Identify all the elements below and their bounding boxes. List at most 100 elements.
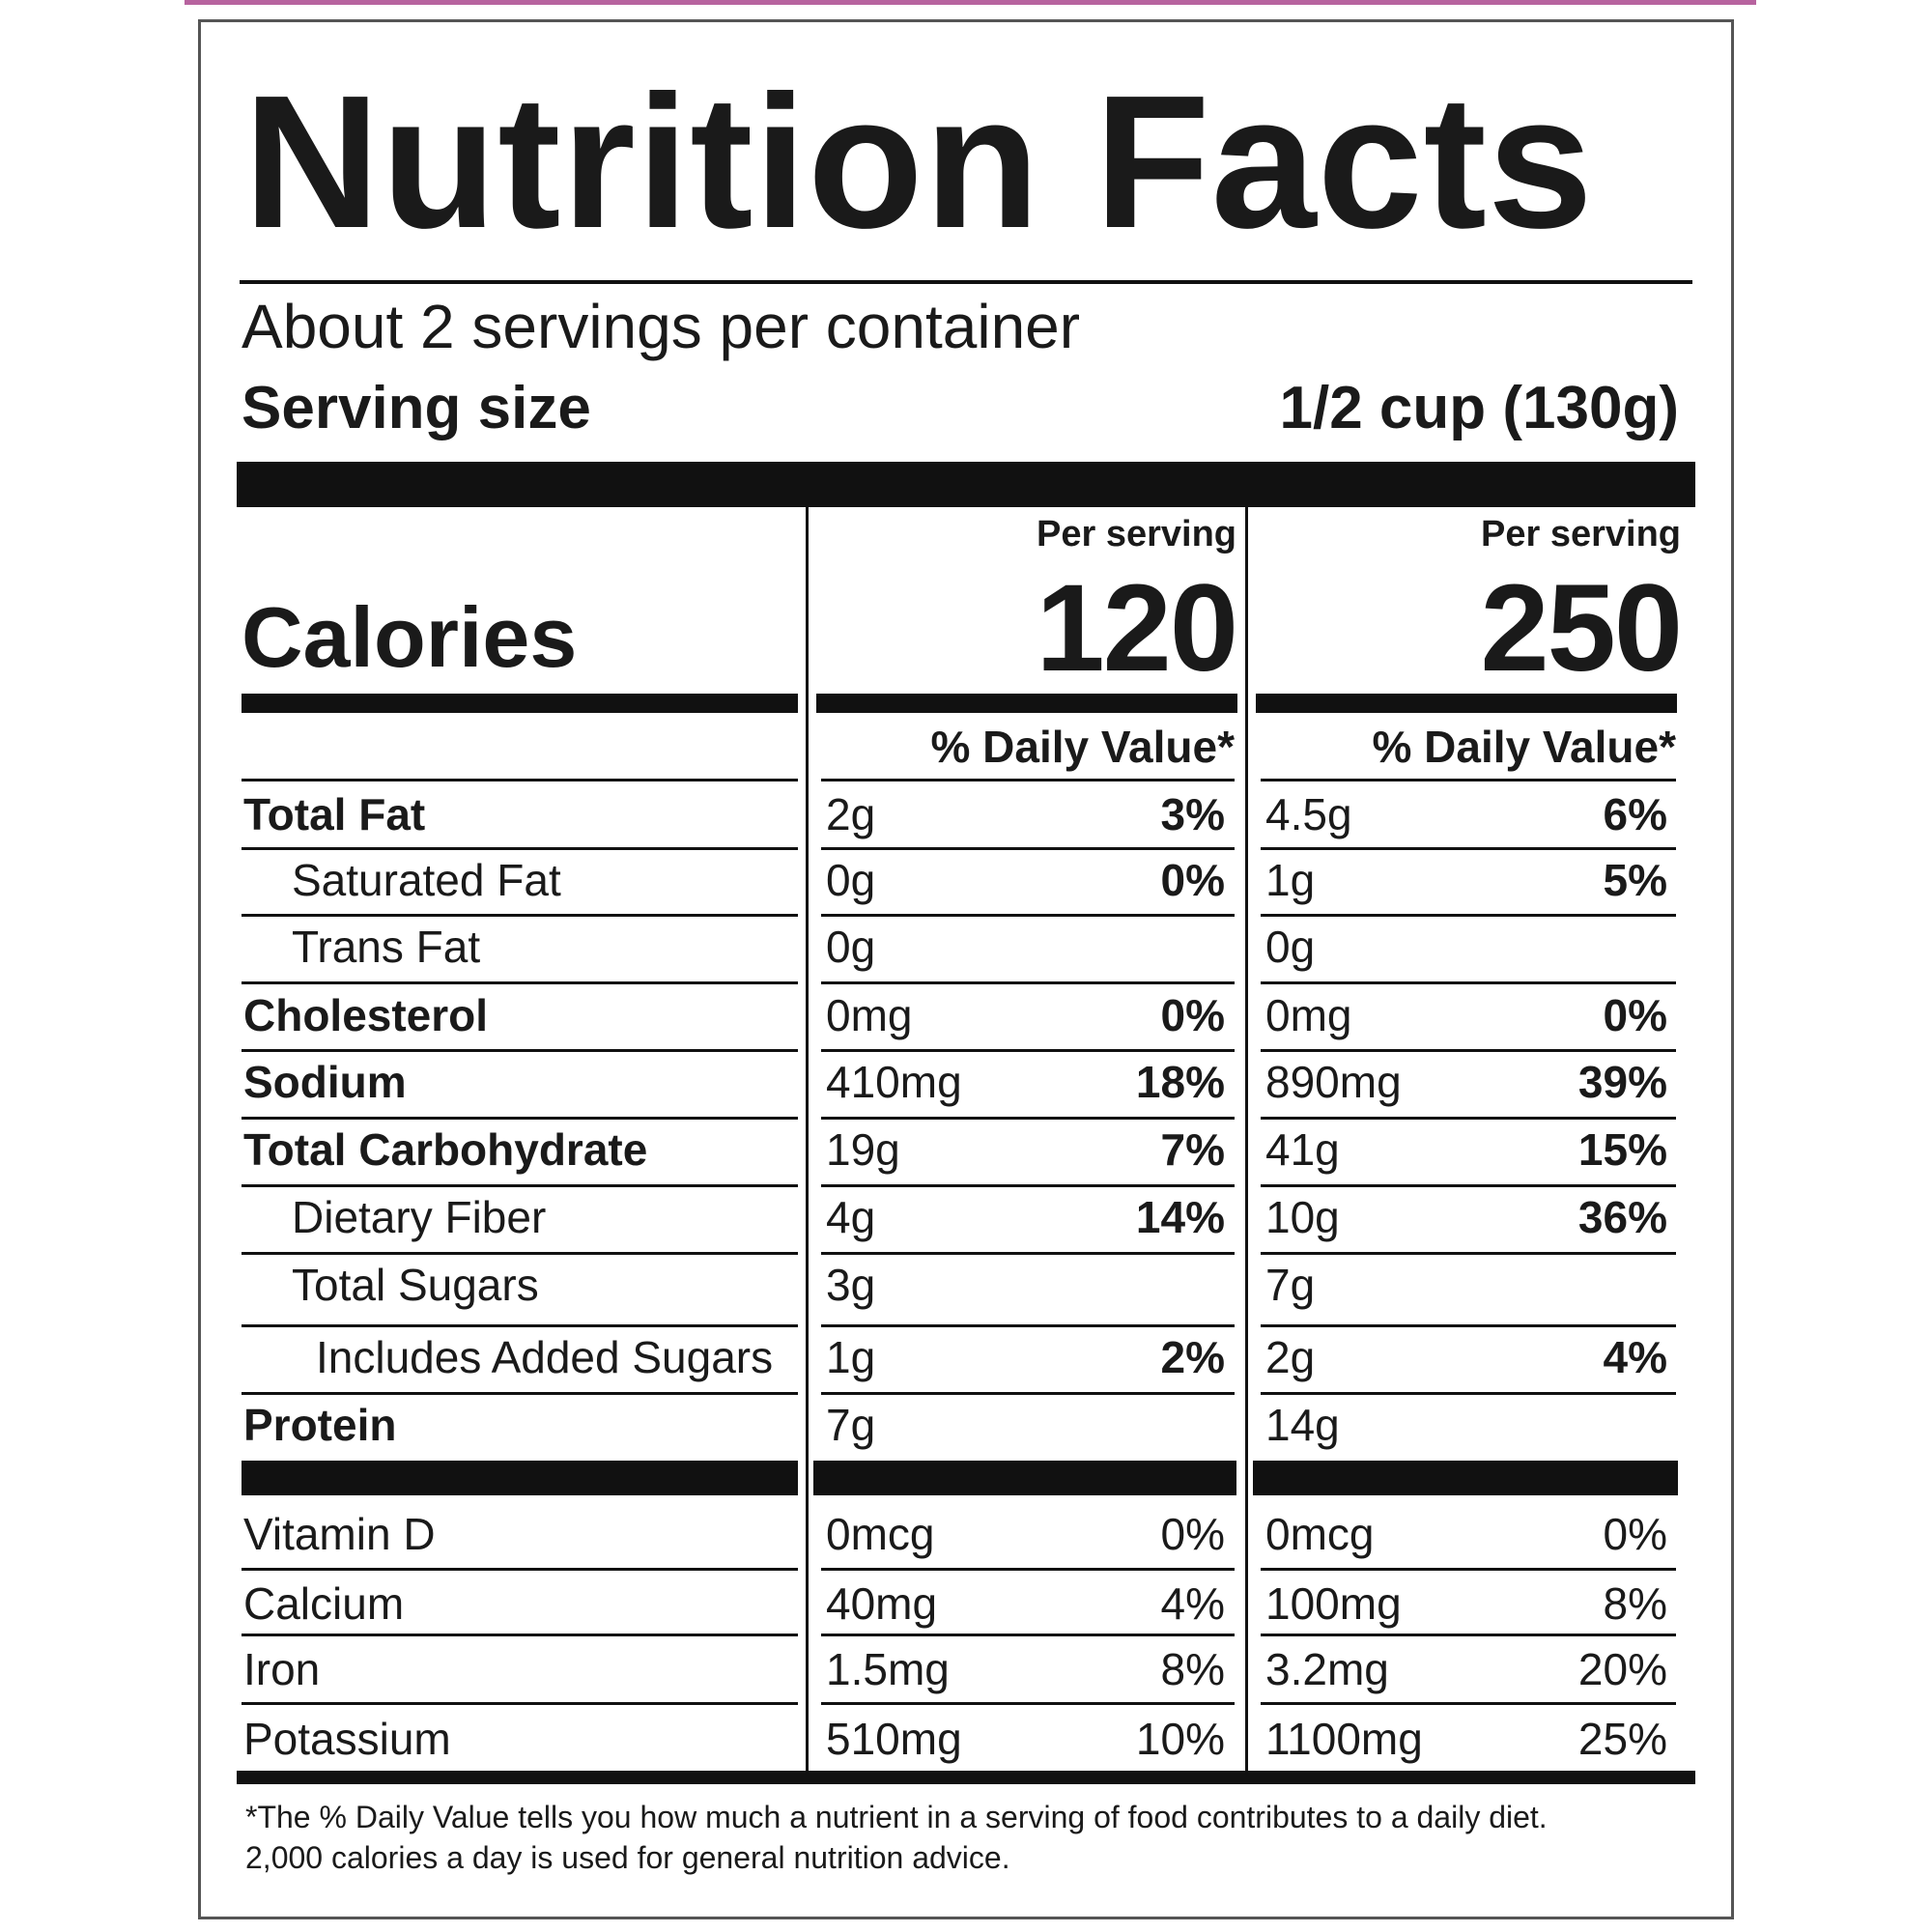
row-rule-col2-dv	[1261, 779, 1676, 781]
vitamin-name: Iron	[243, 1644, 321, 1694]
col1-amount: 40mg	[826, 1578, 938, 1629]
footnote-divider	[237, 1771, 1695, 1784]
col1-amount: 3g	[826, 1260, 876, 1310]
col1-amount: 0g	[826, 855, 876, 905]
row-rule-col1-n2	[821, 981, 1235, 984]
col2-amount: 41g	[1265, 1124, 1340, 1175]
vitamin-name: Potassium	[243, 1714, 451, 1764]
col1-daily-value: 0%	[1160, 1509, 1225, 1559]
footnote: *The % Daily Value tells you how much a …	[245, 1797, 1548, 1878]
nutrient-name: Protein	[243, 1400, 397, 1450]
col1-amount: 7g	[826, 1400, 876, 1450]
row-rule-col2-n6	[1261, 1252, 1676, 1255]
col1-daily-value: 0%	[1160, 855, 1225, 905]
row-rule-col2-n1	[1261, 914, 1676, 917]
col2-amount: 100mg	[1265, 1578, 1402, 1629]
row-rule-col1-n3	[821, 1049, 1235, 1052]
row-rule-label-n4	[242, 1117, 798, 1120]
nutrient-name: Sodium	[243, 1057, 407, 1107]
calories-bar-label	[242, 694, 798, 713]
col2-per-serving-label: Per serving	[1481, 514, 1681, 554]
col1-amount: 410mg	[826, 1057, 962, 1107]
col2-daily-value: 39%	[1577, 1057, 1667, 1107]
vitamin-bar-label	[242, 1461, 798, 1495]
col1-calories-value: 120	[1036, 559, 1238, 697]
row-rule-col1-n0	[821, 847, 1235, 850]
row-rule-label-n5	[242, 1184, 798, 1187]
servings-per-container: About 2 servings per container	[242, 292, 1081, 361]
row-rule-col2-n7	[1261, 1324, 1676, 1327]
col1-daily-value: 10%	[1135, 1714, 1225, 1764]
footnote-line-2: 2,000 calories a day is used for general…	[245, 1840, 1010, 1875]
row-rule-col2-n0	[1261, 847, 1676, 850]
col2-amount: 2g	[1265, 1332, 1316, 1382]
col2-daily-value: 0%	[1603, 1509, 1667, 1559]
nutrient-name: Total Sugars	[292, 1260, 539, 1310]
row-rule-col1-dv	[821, 779, 1235, 781]
nutrient-name: Cholesterol	[243, 990, 489, 1040]
col1-daily-value: 3%	[1160, 789, 1225, 839]
row-rule-col2-n5	[1261, 1184, 1676, 1187]
row-rule-label-v1	[242, 1634, 798, 1636]
calories-bar-col2	[1256, 694, 1677, 713]
row-rule-col1-v2	[821, 1702, 1235, 1705]
col2-daily-value: 25%	[1577, 1714, 1667, 1764]
row-rule-label-v0	[242, 1568, 798, 1571]
col2-daily-value-header: % Daily Value*	[1372, 722, 1677, 772]
col2-calories-value: 250	[1480, 559, 1683, 697]
nutrient-name: Dietary Fiber	[292, 1192, 547, 1242]
serving-size-label: Serving size	[242, 375, 591, 441]
row-rule-col1-n6	[821, 1252, 1235, 1255]
serving-size-value: 1/2 cup (130g)	[1279, 375, 1679, 441]
col1-amount: 510mg	[826, 1714, 962, 1764]
row-rule-col2-n8	[1261, 1392, 1676, 1395]
calories-bar-col1	[816, 694, 1237, 713]
serving-divider-bar	[237, 462, 1695, 507]
col2-amount: 0mg	[1265, 990, 1352, 1040]
col2-daily-value: 36%	[1577, 1192, 1667, 1242]
row-rule-col1-n5	[821, 1184, 1235, 1187]
row-rule-label-n0	[242, 847, 798, 850]
row-rule-col2-v0	[1261, 1568, 1676, 1571]
row-rule-col1-n4	[821, 1117, 1235, 1120]
vitamin-bar-col2	[1253, 1461, 1678, 1495]
top-accent-line	[185, 0, 1756, 5]
row-rule-label-dv	[242, 779, 798, 781]
label-title: Nutrition Facts	[243, 56, 1594, 268]
nutrition-label-panel	[198, 19, 1734, 1919]
row-rule-col2-n3	[1261, 1049, 1676, 1052]
vitamin-name: Calcium	[243, 1578, 405, 1629]
row-rule-label-n8	[242, 1392, 798, 1395]
col2-amount: 1100mg	[1265, 1714, 1423, 1764]
row-rule-col1-n7	[821, 1324, 1235, 1327]
column-divider-1	[806, 507, 809, 1773]
row-rule-col1-n8	[821, 1392, 1235, 1395]
nutrient-name: Total Fat	[243, 789, 426, 839]
col2-amount: 0g	[1265, 922, 1316, 972]
col1-daily-value-header: % Daily Value*	[930, 722, 1236, 772]
footnote-line-1: *The % Daily Value tells you how much a …	[245, 1800, 1548, 1834]
nutrient-name: Saturated Fat	[292, 855, 561, 905]
vitamin-bar-col1	[813, 1461, 1236, 1495]
row-rule-col1-v0	[821, 1568, 1235, 1571]
col2-daily-value: 0%	[1603, 990, 1667, 1040]
title-divider	[240, 280, 1692, 284]
row-rule-label-n7	[242, 1324, 798, 1327]
row-rule-col2-v1	[1261, 1634, 1676, 1636]
col2-amount: 890mg	[1265, 1057, 1402, 1107]
col1-amount: 19g	[826, 1124, 900, 1175]
col2-amount: 14g	[1265, 1400, 1340, 1450]
col2-amount: 1g	[1265, 855, 1316, 905]
col1-daily-value: 8%	[1160, 1644, 1225, 1694]
row-rule-label-n1	[242, 914, 798, 917]
vitamin-name: Vitamin D	[243, 1509, 436, 1559]
col1-daily-value: 18%	[1135, 1057, 1225, 1107]
col1-daily-value: 14%	[1135, 1192, 1225, 1242]
nutrient-name: Includes Added Sugars	[316, 1332, 774, 1382]
calories-label: Calories	[242, 589, 578, 685]
nutrient-name: Total Carbohydrate	[243, 1124, 648, 1175]
col2-amount: 7g	[1265, 1260, 1316, 1310]
row-rule-label-n2	[242, 981, 798, 984]
row-rule-col2-v2	[1261, 1702, 1676, 1705]
col2-amount: 4.5g	[1265, 789, 1352, 839]
